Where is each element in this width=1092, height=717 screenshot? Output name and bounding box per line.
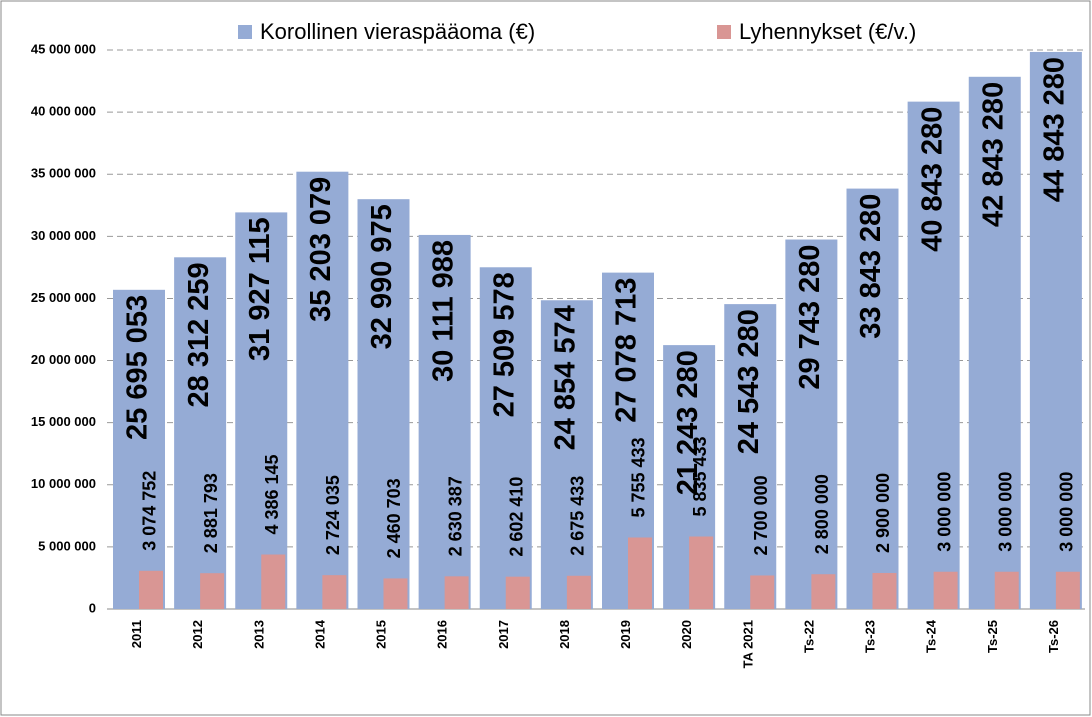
value-label: 2 460 703	[384, 478, 404, 558]
bar	[174, 257, 227, 609]
value-label: 42 843 280	[977, 82, 1009, 227]
bar	[322, 575, 347, 609]
x-tick-label: 2014	[312, 619, 327, 649]
value-label: 5 755 433	[629, 437, 649, 517]
bar	[139, 570, 163, 609]
bar	[479, 267, 532, 609]
bar	[444, 576, 469, 609]
y-tick-label: 5 000 000	[38, 538, 96, 553]
y-tick-label: 45 000 000	[31, 41, 96, 56]
bar	[785, 239, 838, 609]
value-label: 40 843 280	[916, 107, 948, 252]
x-tick-label: 2016	[435, 620, 450, 649]
bar	[540, 300, 593, 609]
bar	[261, 554, 286, 609]
bar	[628, 537, 652, 609]
value-label: 2 800 000	[812, 474, 832, 554]
value-label: 2 630 387	[445, 476, 465, 556]
x-tick-label: Ts-22	[801, 620, 816, 653]
value-label: 2 881 793	[201, 473, 221, 553]
value-label: 44 843 280	[1039, 57, 1071, 202]
bar	[846, 188, 899, 609]
x-tick-label: 2019	[618, 620, 633, 649]
x-tick-label: 2011	[129, 620, 144, 648]
bar	[235, 212, 288, 609]
x-tick-label: 2013	[251, 620, 266, 649]
value-label: 27 078 713	[611, 278, 643, 423]
x-tick-label: Ts-23	[863, 620, 878, 653]
x-tick-label: 2018	[557, 620, 572, 649]
legend-swatch	[717, 25, 731, 39]
bar	[357, 199, 410, 609]
value-label: 25 695 053	[122, 295, 154, 440]
value-label: 2 602 410	[507, 477, 527, 557]
bar	[1055, 571, 1080, 609]
y-tick-label: 40 000 000	[31, 104, 96, 119]
y-tick-label: 10 000 000	[31, 476, 96, 491]
y-tick-label: 15 000 000	[31, 414, 96, 429]
y-tick-label: 25 000 000	[31, 290, 96, 305]
bar	[750, 575, 775, 609]
y-tick-label: 35 000 000	[31, 166, 96, 181]
y-tick-label: 20 000 000	[31, 352, 96, 367]
y-tick-label: 30 000 000	[31, 228, 96, 243]
bar	[200, 573, 225, 609]
bar	[994, 571, 1019, 609]
value-label: 29 743 280	[794, 245, 826, 390]
x-tick-label: Ts-24	[924, 619, 939, 653]
bar	[505, 576, 530, 609]
y-tick-label: 0	[89, 600, 96, 615]
value-label: 31 927 115	[244, 217, 276, 361]
x-tick-label: Ts-26	[1046, 620, 1061, 653]
x-tick-label: TA 2021	[740, 620, 755, 668]
value-label: 2 724 035	[323, 475, 343, 555]
bar	[872, 572, 897, 609]
value-label: 35 203 079	[305, 177, 337, 322]
value-label: 24 543 280	[733, 309, 765, 454]
value-label: 27 509 578	[488, 272, 520, 417]
value-label: 24 854 574	[550, 305, 582, 450]
value-label: 2 900 000	[873, 473, 893, 553]
x-tick-label: 2017	[496, 620, 511, 649]
value-label: 3 000 000	[996, 472, 1016, 552]
value-label: 32 990 975	[366, 204, 398, 349]
value-label: 3 000 000	[934, 472, 954, 552]
x-tick-label: Ts-25	[985, 620, 1000, 653]
value-label: 30 111 988	[427, 240, 459, 382]
value-label: 2 700 000	[751, 475, 771, 555]
value-label: 5 835 433	[690, 436, 710, 516]
bar	[1029, 51, 1082, 609]
bar	[113, 289, 165, 609]
x-tick-label: 2020	[679, 620, 694, 649]
value-label: 2 675 433	[568, 476, 588, 556]
bar	[296, 171, 349, 609]
x-tick-label: 2015	[374, 620, 389, 649]
bar	[383, 578, 408, 609]
bar	[968, 76, 1021, 609]
value-label: 4 386 145	[262, 454, 282, 534]
bar	[689, 536, 714, 609]
bar	[811, 574, 836, 609]
value-label: 28 312 259	[183, 262, 215, 407]
legend-label: Lyhennykset (€/v.)	[739, 19, 916, 44]
value-label: 21 243 280	[672, 350, 704, 495]
legend-swatch	[238, 25, 252, 39]
value-label: 3 000 000	[1057, 472, 1077, 552]
value-label: 3 074 752	[140, 471, 160, 551]
bar	[907, 101, 960, 610]
legend-label: Korollinen vieraspääoma (€)	[260, 19, 535, 44]
bar	[724, 304, 777, 609]
value-label: 33 843 280	[855, 194, 887, 339]
bar	[566, 575, 591, 609]
x-tick-label: 2012	[190, 620, 205, 649]
bar	[933, 571, 958, 609]
bar	[418, 234, 471, 609]
